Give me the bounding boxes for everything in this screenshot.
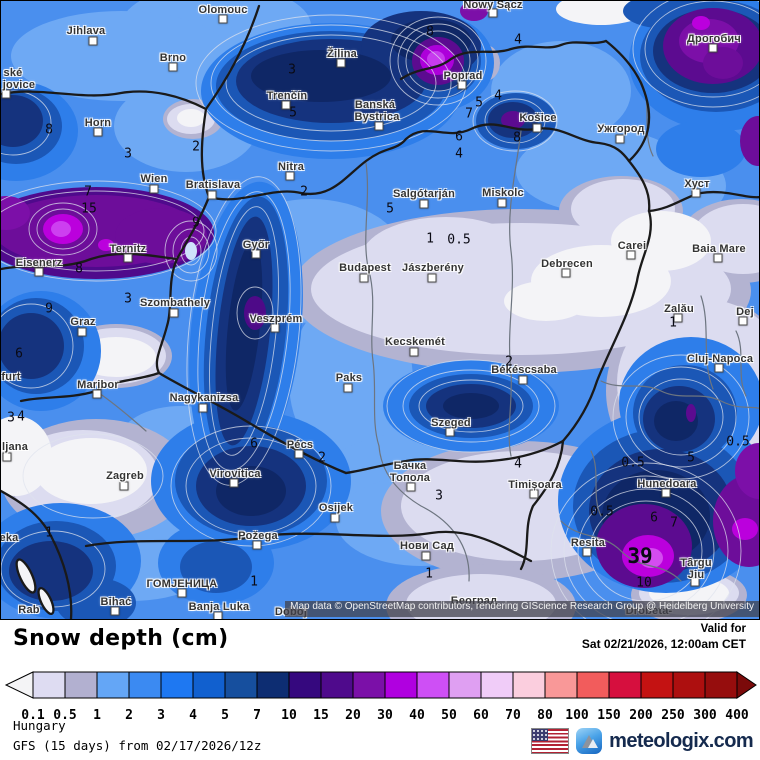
legend-segment bbox=[384, 671, 418, 699]
legend-tick-label: 7 bbox=[253, 708, 261, 723]
legend-tick-label: 300 bbox=[693, 708, 717, 723]
legend-tick-label: 1 bbox=[93, 708, 101, 723]
us-flag-icon bbox=[531, 728, 570, 754]
legend-tick-label: 0.1 bbox=[21, 708, 45, 723]
legend-tick-label: 3 bbox=[157, 708, 165, 723]
legend-segment bbox=[608, 671, 642, 699]
legend-segment bbox=[224, 671, 258, 699]
legend-arrow bbox=[736, 671, 757, 699]
legend-segment bbox=[576, 671, 610, 699]
region-label: Hungary bbox=[13, 718, 66, 733]
legend-segment bbox=[640, 671, 674, 699]
model-run-label: GFS (15 days) from 02/17/2026/12z bbox=[13, 738, 262, 753]
map-attribution: Map data © OpenStreetMap contributors, r… bbox=[285, 601, 759, 617]
page-title: Snow depth (cm) bbox=[13, 626, 229, 651]
legend-tick-label: 70 bbox=[505, 708, 521, 723]
legend-tick-label: 15 bbox=[313, 708, 329, 723]
legend-segment bbox=[96, 671, 130, 699]
legend-segment bbox=[128, 671, 162, 699]
legend-tick-label: 400 bbox=[725, 708, 749, 723]
valid-for-datetime: Sat 02/21/2026, 12:00am CET bbox=[581, 637, 746, 651]
brand-text[interactable]: meteologix.com bbox=[609, 729, 753, 752]
legend-segment bbox=[160, 671, 194, 699]
legend-segment bbox=[416, 671, 450, 699]
legend-tick-label: 200 bbox=[629, 708, 653, 723]
legend-arrow bbox=[4, 671, 34, 699]
legend-segment bbox=[544, 671, 578, 699]
legend-tick-label: 150 bbox=[597, 708, 621, 723]
valid-for: Valid for Sat 02/21/2026, 12:00am CET bbox=[582, 623, 746, 651]
legend-segment bbox=[672, 671, 706, 699]
legend-segment bbox=[480, 671, 514, 699]
map-canvas bbox=[1, 1, 759, 619]
legend-tick-label: 20 bbox=[345, 708, 361, 723]
legend-segment bbox=[192, 671, 226, 699]
color-scale: 0.1 0.5 1 2 3 4 5 7 10 15 20 30 40 50 60 70 80 100 150 200 2… bbox=[4, 671, 757, 723]
legend-tick-label: 100 bbox=[565, 708, 589, 723]
legend-tick-label: 4 bbox=[189, 708, 197, 723]
legend-tick-label: 10 bbox=[281, 708, 297, 723]
legend-tick-label: 2 bbox=[125, 708, 133, 723]
valid-for-label: Valid for bbox=[700, 623, 746, 635]
legend-panel: 0.1 0.5 1 2 3 4 5 7 10 15 20 30 40 50 60 70 80 100 150 200 2… bbox=[0, 620, 760, 760]
legend-segment bbox=[64, 671, 98, 699]
legend-tick-label: 5 bbox=[221, 708, 229, 723]
legend-tick-label: 40 bbox=[409, 708, 425, 723]
legend-tick-label: 0.5 bbox=[53, 708, 76, 723]
legend-segment bbox=[448, 671, 482, 699]
legend-tick-label: 250 bbox=[661, 708, 685, 723]
legend-segment bbox=[320, 671, 354, 699]
legend-segment bbox=[352, 671, 386, 699]
legend-tick-label: 80 bbox=[537, 708, 553, 723]
brand-area[interactable]: meteologix.com bbox=[531, 728, 754, 754]
legend-tick-label: 30 bbox=[377, 708, 393, 723]
legend-tick-label: 50 bbox=[441, 708, 457, 723]
legend-segment bbox=[288, 671, 322, 699]
legend-segment bbox=[512, 671, 546, 699]
legend-segment bbox=[704, 671, 738, 699]
legend-segment bbox=[256, 671, 290, 699]
meteologix-logo-icon bbox=[576, 728, 603, 754]
legend-segment bbox=[32, 671, 66, 699]
snow-depth-map[interactable]: Jihlava Olomouc Brno ské jovice Žilina Trenčín… bbox=[0, 0, 760, 620]
legend-tick-label: 60 bbox=[473, 708, 489, 723]
